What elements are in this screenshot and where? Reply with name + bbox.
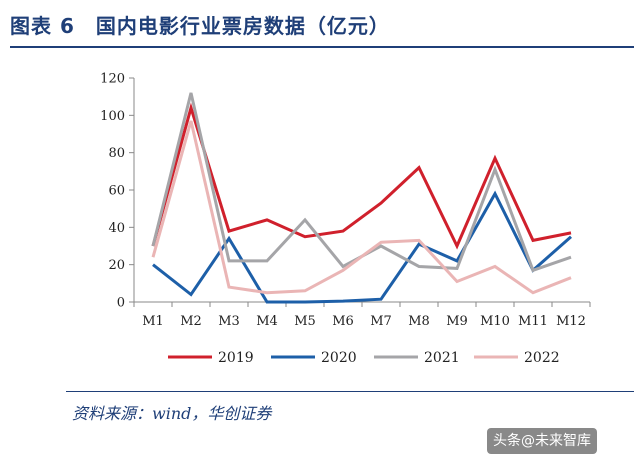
x-tick-label: M7 [370, 314, 392, 329]
y-tick-label: 0 [117, 296, 125, 311]
y-tick-label: 20 [108, 258, 125, 273]
x-tick-label: M9 [446, 314, 468, 329]
y-tick-label: 60 [108, 184, 125, 199]
source-divider [66, 391, 634, 392]
x-tick-label: M11 [518, 314, 548, 329]
x-tick-label: M8 [408, 314, 430, 329]
x-tick-label: M6 [332, 314, 354, 329]
x-tick-label: M1 [142, 314, 164, 329]
x-tick-label: M3 [218, 314, 240, 329]
series-line-2020 [152, 190, 572, 304]
chart-series [151, 92, 572, 304]
x-tick-label: M12 [556, 314, 586, 329]
series-line-2022 [151, 120, 572, 295]
legend-label-2021: 2021 [424, 350, 460, 366]
series-line-2021 [151, 92, 572, 273]
y-tick-label: 40 [108, 221, 125, 236]
watermark-logo: 头条@未来智库 [487, 428, 597, 454]
title-divider [10, 46, 634, 48]
legend-label-2020: 2020 [321, 350, 357, 366]
x-tick-label: M2 [180, 314, 202, 329]
x-tick-label: M4 [256, 314, 278, 329]
legend-label-2022: 2022 [524, 350, 560, 366]
x-tick-label: M5 [294, 314, 316, 329]
legend-label-2019: 2019 [218, 350, 254, 366]
chart-title: 图表 6 国内电影行业票房数据（亿元） [10, 14, 390, 38]
y-tick-label: 120 [100, 72, 125, 87]
x-tick-label: M10 [480, 314, 510, 329]
chart-legend: 2019 2020 2021 2022 [168, 350, 560, 366]
y-tick-label: 80 [108, 146, 125, 161]
box-office-line-chart: 0 20 40 60 80 100 120 M1 M2 M3 M4 M5 M6 M7 M8 M9 M10 M11 M… [100, 72, 591, 366]
series-line-2019 [151, 102, 572, 250]
chart-axes: 0 20 40 60 80 100 120 M1 M2 M3 M4 M5 M6 M7 M8 M9 M10 M11 M… [100, 72, 591, 329]
y-tick-label: 100 [100, 109, 125, 124]
source-note: 资料来源：wind，华创证券 [72, 404, 272, 423]
